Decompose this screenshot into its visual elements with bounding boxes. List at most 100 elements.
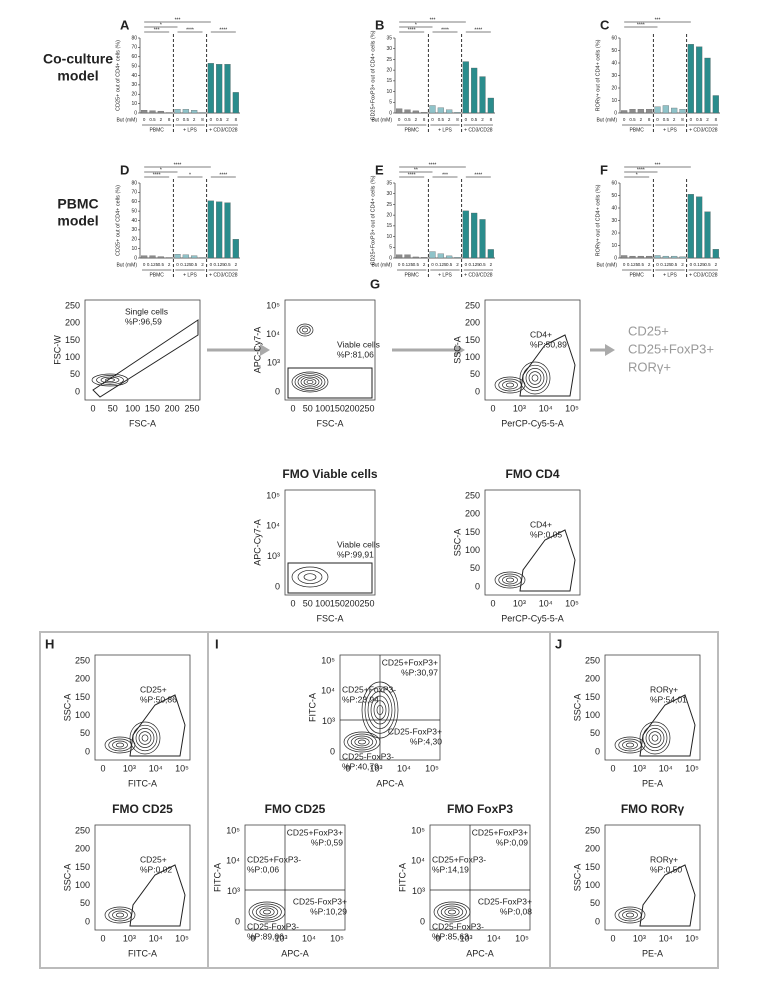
gate-label: Viable cells bbox=[337, 539, 380, 549]
gate-label: %P:0,05 bbox=[530, 529, 562, 539]
y-tick-label: 50 bbox=[80, 898, 90, 908]
contour bbox=[132, 724, 158, 752]
y-tick-label: 200 bbox=[75, 674, 90, 684]
bar bbox=[437, 253, 444, 259]
panel-letter: C bbox=[600, 17, 610, 32]
x-tick-label: 0.5 bbox=[413, 262, 420, 267]
contour bbox=[364, 686, 396, 734]
y-tick-label: 10³ bbox=[267, 551, 280, 561]
panel-letter: D bbox=[120, 162, 129, 177]
bar bbox=[224, 202, 231, 259]
group-label: PBMC bbox=[629, 127, 644, 133]
x-axis-label: But (mM) bbox=[116, 117, 137, 123]
bar bbox=[216, 64, 223, 114]
y-tick-label: 80 bbox=[131, 35, 137, 41]
gate-label: %P:14,19 bbox=[432, 864, 469, 874]
y-tick-label: 100 bbox=[465, 545, 480, 555]
bar bbox=[207, 200, 214, 259]
group-label: + CD3/CD28 bbox=[209, 272, 238, 278]
x-axis-label: PerCP-Cy5-5-A bbox=[501, 418, 564, 428]
x-axis-label: APC-A bbox=[376, 778, 404, 788]
contour bbox=[252, 903, 282, 921]
bar bbox=[479, 76, 486, 114]
x-axis-label: FSC-A bbox=[129, 418, 156, 428]
gate-label: %P:99,91 bbox=[337, 549, 374, 559]
x-tick-label: 10⁵ bbox=[515, 933, 529, 943]
contour bbox=[350, 735, 374, 749]
gate-label: %P:54,01 bbox=[650, 694, 687, 704]
y-tick-label: 0 bbox=[614, 110, 617, 116]
y-tick-label: 35 bbox=[386, 180, 392, 186]
bar bbox=[662, 255, 669, 259]
contour bbox=[115, 742, 125, 748]
y-tick-label: 50 bbox=[470, 369, 480, 379]
gate-label: %P:96,59 bbox=[125, 316, 162, 326]
plot-frame bbox=[94, 824, 191, 931]
y-tick-label: 30 bbox=[611, 73, 617, 79]
x-tick-label: 250 bbox=[359, 598, 374, 608]
x-tick-label: 10⁴ bbox=[302, 933, 316, 943]
gate-label: %P:89,06 bbox=[247, 931, 284, 941]
gate-label: RORγ+ bbox=[650, 854, 678, 864]
panel-letter: E bbox=[375, 162, 384, 177]
contour bbox=[300, 376, 320, 388]
x-tick-label: 2 bbox=[193, 117, 196, 122]
x-tick-label: 0.125 bbox=[469, 262, 481, 267]
contour bbox=[528, 371, 542, 385]
x-tick-label: 200 bbox=[165, 403, 180, 413]
plot-title: FMO CD25 bbox=[112, 802, 173, 816]
significance-label: **** bbox=[219, 172, 227, 178]
contour bbox=[522, 364, 548, 392]
gate-label: %P:81,06 bbox=[337, 349, 374, 359]
y-tick-label: 0 bbox=[134, 255, 137, 261]
x-tick-label: 10³ bbox=[123, 763, 136, 773]
significance-label: * bbox=[415, 22, 417, 28]
panel-letter: H bbox=[45, 636, 54, 651]
bar bbox=[629, 255, 636, 259]
bar bbox=[662, 105, 669, 114]
contour bbox=[91, 373, 129, 387]
x-tick-label: 2 bbox=[490, 262, 493, 267]
contour bbox=[96, 375, 124, 385]
x-tick-label: 0.125 bbox=[402, 262, 414, 267]
x-axis-label: But (mM) bbox=[371, 117, 392, 123]
x-tick-label: 0.5 bbox=[446, 262, 453, 267]
y-tick-label: 10⁴ bbox=[266, 521, 280, 531]
contour bbox=[440, 905, 464, 919]
plot-frame bbox=[604, 824, 701, 931]
x-tick-label: 0 bbox=[610, 933, 615, 943]
y-tick-label: 50 bbox=[590, 898, 600, 908]
y-tick-label: 250 bbox=[465, 300, 480, 310]
x-tick-label: 0.125 bbox=[147, 262, 159, 267]
x-tick-label: 10³ bbox=[459, 933, 472, 943]
gate-label: CD25+FoxP3+ bbox=[382, 657, 438, 667]
plot-frame bbox=[84, 299, 201, 401]
bar bbox=[412, 110, 419, 114]
panel-box bbox=[39, 631, 209, 969]
x-tick-label: 0.5 bbox=[224, 262, 231, 267]
contour bbox=[639, 721, 671, 755]
plot-frame bbox=[429, 824, 531, 931]
significance-label: **** bbox=[474, 172, 482, 178]
bar bbox=[396, 254, 403, 259]
x-tick-label: 2 bbox=[423, 262, 426, 267]
contour bbox=[645, 728, 665, 748]
gate-label: CD25+ bbox=[140, 854, 167, 864]
x-tick-label: 100 bbox=[315, 403, 330, 413]
x-tick-label: 0.125 bbox=[180, 262, 192, 267]
contour bbox=[614, 906, 646, 924]
plot-frame bbox=[284, 299, 376, 401]
contour bbox=[100, 376, 120, 384]
y-tick-label: 100 bbox=[75, 710, 90, 720]
x-tick-label: 0.5 bbox=[629, 117, 636, 122]
y-tick-label: 20 bbox=[386, 212, 392, 218]
bar bbox=[712, 249, 719, 259]
y-tick-label: 20 bbox=[131, 92, 137, 98]
x-tick-label: 8 bbox=[456, 117, 459, 122]
bar bbox=[637, 255, 644, 259]
gate-label: %P:30,97 bbox=[401, 667, 438, 677]
y-tick-label: 50 bbox=[131, 63, 137, 69]
y-tick-label: 10⁵ bbox=[266, 300, 280, 310]
y-tick-label: 100 bbox=[585, 710, 600, 720]
